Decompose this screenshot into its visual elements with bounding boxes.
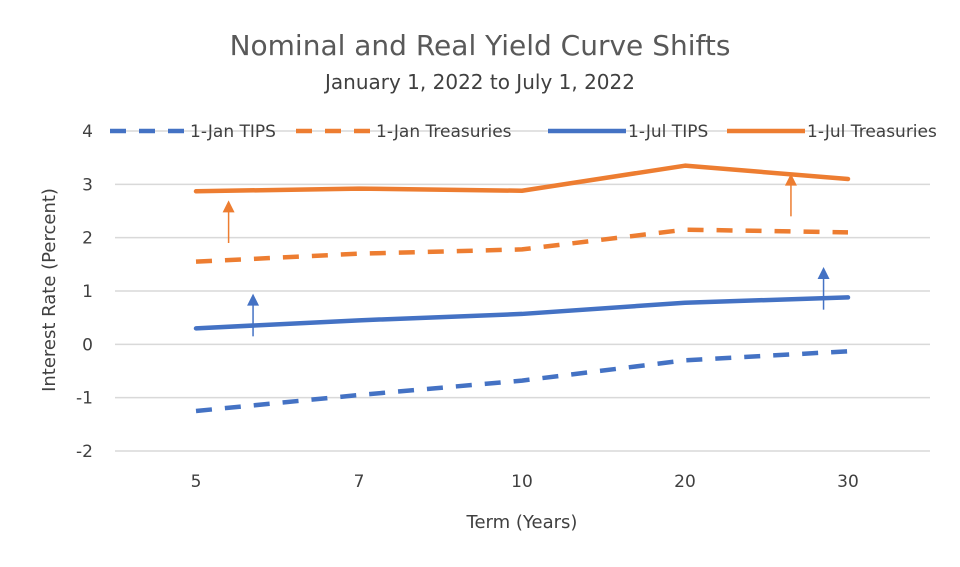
- y-axis-ticks: -2 -1 0 1 2 3 4: [76, 122, 93, 462]
- series-line-1-jul-treasuries: [193, 163, 851, 194]
- x-axis-ticks: 5 7 10 20 30: [191, 472, 859, 492]
- gridlines: [115, 130, 930, 452]
- legend-label: 1-Jan Treasuries: [376, 122, 512, 142]
- y-tick-label: 3: [82, 175, 93, 195]
- y-tick-label: -1: [76, 389, 93, 409]
- y-tick-label: 0: [82, 335, 93, 355]
- x-tick-label: 20: [674, 472, 696, 492]
- shift-arrows: [222, 173, 830, 337]
- legend-label: 1-Jan TIPS: [190, 122, 276, 142]
- chart-subtitle: January 1, 2022 to July 1, 2022: [323, 70, 635, 94]
- shift-arrow-head: [817, 267, 830, 279]
- x-tick-label: 7: [354, 472, 365, 492]
- x-axis-title: Term (Years): [466, 512, 578, 533]
- series-line-1-jul-tips: [193, 295, 851, 331]
- legend: 1-Jan TIPS 1-Jan Treasuries 1-Jul TIPS 1-Ju…: [110, 122, 937, 142]
- shift-arrow-head: [222, 200, 235, 213]
- y-tick-label: -2: [76, 442, 93, 462]
- y-tick-label: 1: [82, 282, 93, 302]
- legend-label: 1-Jul TIPS: [628, 122, 708, 142]
- chart-title: Nominal and Real Yield Curve Shifts: [230, 29, 731, 62]
- y-axis-title: Interest Rate (Percent): [39, 188, 60, 392]
- x-tick-label: 30: [837, 472, 859, 492]
- y-tick-label: 2: [82, 229, 93, 249]
- series-lines: [193, 163, 851, 414]
- x-tick-label: 10: [511, 472, 533, 492]
- x-tick-label: 5: [191, 472, 202, 492]
- shift-arrow-head: [247, 293, 260, 306]
- series-line-1-jan-treasuries: [195, 227, 849, 264]
- series-line-1-jan-tips: [195, 349, 849, 414]
- legend-label: 1-Jul Treasuries: [807, 122, 937, 142]
- y-tick-label: 4: [82, 122, 93, 142]
- shift-arrow-head: [784, 173, 797, 186]
